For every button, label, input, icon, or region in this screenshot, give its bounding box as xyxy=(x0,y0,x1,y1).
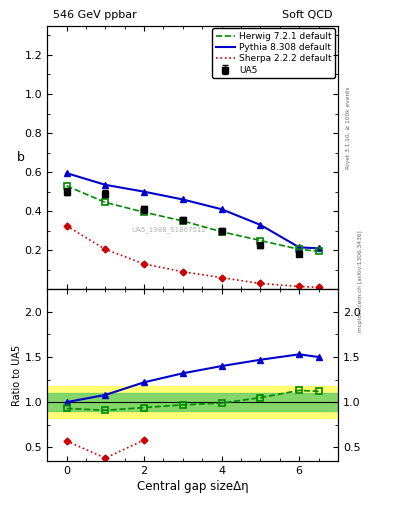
Sherpa 2.2.2 default xyxy=(103,246,108,252)
Herwig 7.2.1 default xyxy=(64,183,69,189)
Y-axis label: Ratio to UA5: Ratio to UA5 xyxy=(12,345,22,406)
Sherpa 2.2.2 default xyxy=(258,281,263,287)
Herwig 7.2.1 default xyxy=(316,248,321,254)
Sherpa 2.2.2 default xyxy=(297,283,301,289)
Pythia 8.308 default xyxy=(297,244,301,250)
Bar xyxy=(47,393,338,411)
Line: Sherpa 2.2.2 default: Sherpa 2.2.2 default xyxy=(66,226,319,287)
Pythia 8.308 default xyxy=(180,197,185,203)
Herwig 7.2.1 default xyxy=(142,209,147,215)
Text: Soft QCD: Soft QCD xyxy=(282,10,332,20)
Herwig 7.2.1 default xyxy=(180,218,185,224)
Pythia 8.308 default xyxy=(258,222,263,228)
Text: UA5_1988_S1867512: UA5_1988_S1867512 xyxy=(132,226,207,233)
Pythia 8.308 default xyxy=(64,170,69,176)
Legend: Herwig 7.2.1 default, Pythia 8.308 default, Sherpa 2.2.2 default, UA5: Herwig 7.2.1 default, Pythia 8.308 defau… xyxy=(212,28,335,78)
Text: Rivet 3.1.10, ≥ 100k events: Rivet 3.1.10, ≥ 100k events xyxy=(346,87,351,169)
Bar xyxy=(47,386,338,418)
Sherpa 2.2.2 default xyxy=(219,274,224,281)
Sherpa 2.2.2 default xyxy=(316,284,321,290)
Sherpa 2.2.2 default xyxy=(142,261,147,267)
Y-axis label: b: b xyxy=(17,151,24,164)
Pythia 8.308 default xyxy=(219,206,224,212)
Line: Pythia 8.308 default: Pythia 8.308 default xyxy=(66,173,319,248)
Pythia 8.308 default xyxy=(142,188,147,195)
Sherpa 2.2.2 default xyxy=(64,223,69,229)
Pythia 8.308 default xyxy=(103,182,108,188)
Pythia 8.308 default xyxy=(316,245,321,251)
Herwig 7.2.1 default xyxy=(258,238,263,244)
Herwig 7.2.1 default xyxy=(219,229,224,235)
Text: 546 GeV ppbar: 546 GeV ppbar xyxy=(53,10,137,20)
Sherpa 2.2.2 default xyxy=(180,269,185,275)
Herwig 7.2.1 default xyxy=(103,199,108,205)
X-axis label: Central gap sizeΔη: Central gap sizeΔη xyxy=(137,480,248,493)
Text: mcplots.cern.ch [arXiv:1306.3436]: mcplots.cern.ch [arXiv:1306.3436] xyxy=(358,231,363,332)
Herwig 7.2.1 default xyxy=(297,246,301,252)
Line: Herwig 7.2.1 default: Herwig 7.2.1 default xyxy=(66,186,319,251)
